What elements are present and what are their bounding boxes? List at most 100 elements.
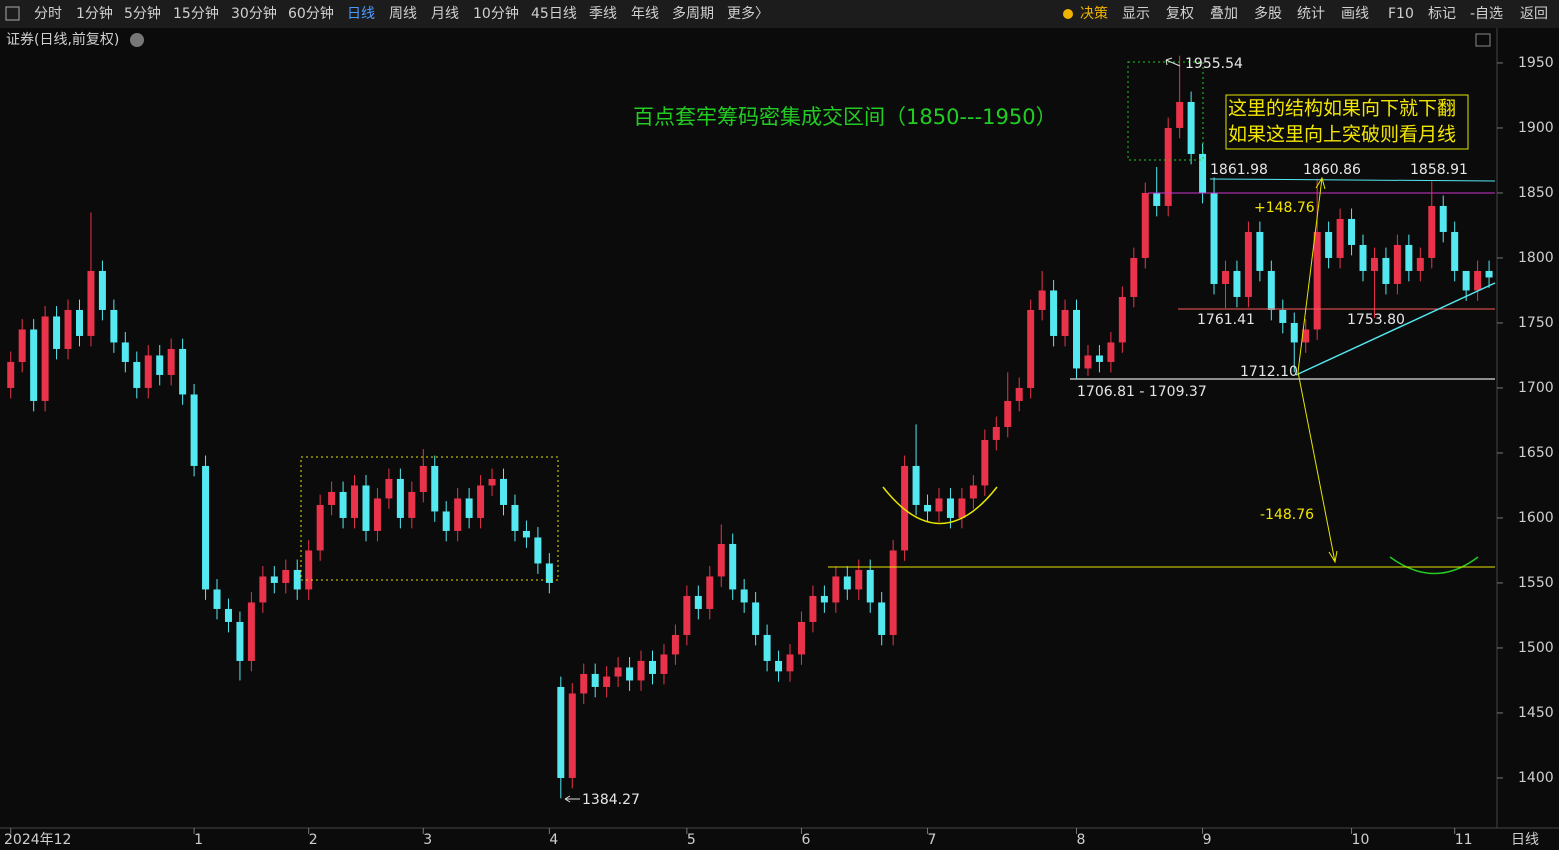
candle-body: [591, 673, 599, 687]
candle: [878, 592, 886, 646]
toolbar-button[interactable]: 决策: [1080, 5, 1108, 22]
candle-body: [477, 485, 485, 518]
candle-body: [797, 621, 805, 655]
candle: [648, 650, 656, 685]
toolbar-tab[interactable]: 年线: [631, 6, 659, 22]
candle: [763, 624, 771, 672]
candle: [855, 559, 863, 600]
candle-body: [1107, 342, 1115, 362]
symbol-dropdown[interactable]: [130, 33, 144, 47]
candle-body: [454, 498, 462, 531]
toolbar-button[interactable]: 标记: [1428, 6, 1456, 22]
candle: [992, 416, 1000, 451]
toolbar-tab[interactable]: 月线: [431, 6, 459, 22]
price-label: 1384.27: [582, 792, 640, 808]
candle: [1256, 221, 1264, 282]
candle-body: [1199, 153, 1207, 193]
toolbar-tab[interactable]: 5分钟: [124, 5, 161, 22]
candle-body: [305, 550, 313, 590]
candle-body: [1141, 192, 1149, 258]
candle: [465, 488, 473, 529]
toolbar-tab[interactable]: 1分钟: [76, 5, 113, 22]
toolbar-button[interactable]: 叠加: [1210, 6, 1238, 22]
candle: [419, 449, 427, 503]
toolbar-tab[interactable]: 分时: [34, 6, 62, 22]
candle-body: [878, 602, 886, 635]
candle: [557, 676, 565, 799]
candle: [477, 475, 485, 529]
menu-icon[interactable]: [5, 6, 20, 21]
toolbar-tab[interactable]: 60分钟: [288, 5, 334, 22]
y-tick-label: 1550: [1518, 575, 1554, 591]
price-label: 1858.91: [1410, 162, 1468, 178]
toolbar-tab[interactable]: 30分钟: [231, 5, 277, 22]
toolbar-button[interactable]: F10: [1388, 6, 1414, 22]
candle-body: [1187, 101, 1195, 154]
candle: [18, 319, 26, 373]
toolbar-tab[interactable]: 45日线: [531, 6, 577, 22]
toolbar-button[interactable]: 返回: [1520, 6, 1548, 22]
toolbar-tab[interactable]: 季线: [589, 6, 617, 22]
candle: [614, 657, 622, 687]
toolbar-tab[interactable]: 日线: [347, 6, 375, 22]
candle-body: [53, 316, 61, 349]
toolbar-button[interactable]: 显示: [1122, 6, 1150, 22]
x-tick-label: 1: [194, 832, 203, 848]
toolbar-tab[interactable]: 15分钟: [173, 5, 219, 22]
candle: [385, 468, 393, 509]
candle-body: [637, 660, 645, 681]
panel-icon[interactable]: [1475, 33, 1491, 47]
candle: [1221, 260, 1229, 309]
candle: [1118, 286, 1126, 353]
toolbar-tab[interactable]: 多周期: [672, 5, 714, 22]
candle-body: [373, 498, 381, 531]
y-tick-label: 1800: [1518, 250, 1554, 266]
toolbar-button[interactable]: 复权: [1166, 5, 1194, 22]
candle-body: [64, 309, 72, 349]
candle: [339, 481, 347, 529]
toolbar-button[interactable]: 画线: [1341, 6, 1369, 22]
down-arrow-head: [1328, 550, 1338, 564]
note-box: [1225, 94, 1469, 150]
candle-body: [1027, 309, 1035, 388]
x-tick-label: 9: [1203, 832, 1212, 848]
target-arc: [1389, 556, 1479, 575]
candle: [545, 553, 553, 594]
candle-body: [614, 667, 622, 677]
candle-body: [18, 329, 26, 362]
toolbar-tab[interactable]: 周线: [389, 6, 417, 22]
toolbar-button[interactable]: 统计: [1297, 6, 1325, 22]
candle: [637, 650, 645, 691]
candle: [797, 611, 805, 665]
candle: [75, 299, 83, 347]
candle: [1439, 195, 1447, 243]
candle-body: [1221, 270, 1229, 284]
candle: [500, 468, 508, 516]
candle-body: [41, 316, 49, 401]
candle-body: [133, 361, 141, 388]
candle: [1325, 221, 1333, 269]
candle: [1405, 234, 1413, 282]
candle: [752, 592, 760, 646]
candle-body: [1015, 387, 1023, 401]
toolbar-tab[interactable]: 10分钟: [473, 5, 519, 22]
candle-body: [992, 426, 1000, 440]
candle: [775, 650, 783, 682]
toolbar-button[interactable]: 多股: [1254, 5, 1282, 22]
candle: [522, 520, 530, 548]
candle-body: [87, 270, 95, 336]
candle: [1050, 280, 1058, 347]
candle: [213, 579, 221, 620]
toolbar-tab[interactable]: 更多〉: [727, 5, 769, 22]
candle-body: [626, 667, 634, 681]
up-arrow-head: [1315, 176, 1326, 190]
price-label: -148.76: [1260, 507, 1314, 523]
candle: [316, 494, 324, 561]
candle-body: [419, 465, 427, 492]
y-tick-label: 1600: [1518, 510, 1554, 526]
period-label: 日线: [1511, 832, 1539, 848]
candle: [1313, 178, 1321, 340]
candle: [1416, 247, 1424, 282]
candle-body: [1118, 296, 1126, 343]
toolbar-button[interactable]: -自选: [1470, 6, 1503, 22]
